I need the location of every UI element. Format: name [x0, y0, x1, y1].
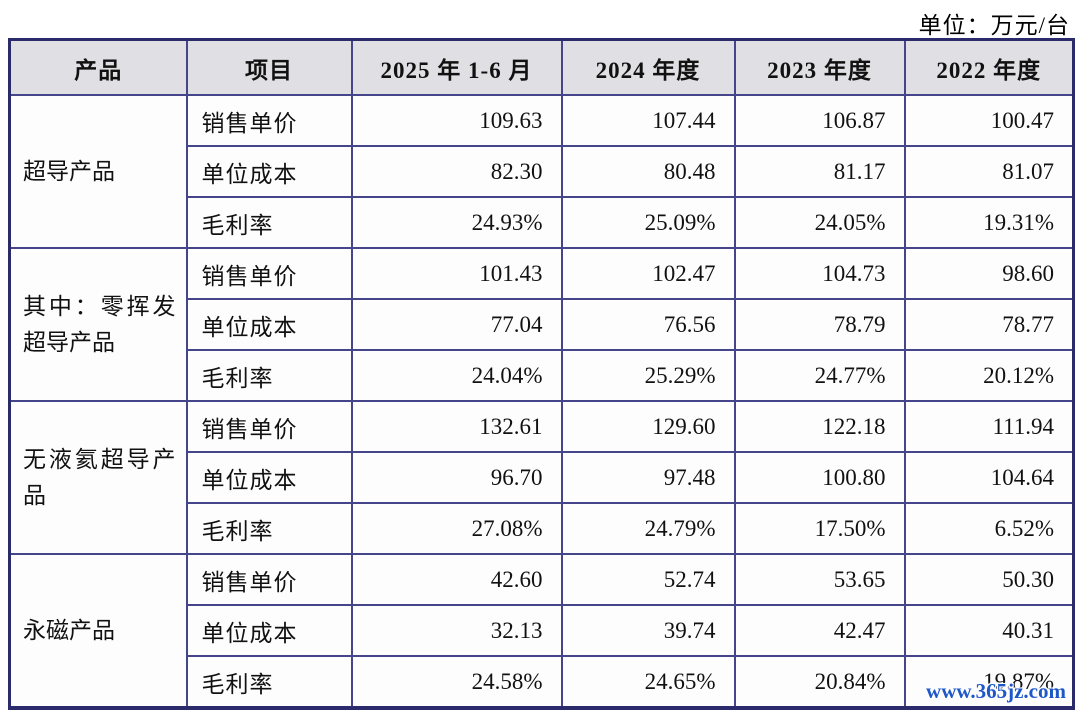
value-cell: 20.12%: [903, 349, 1075, 402]
value-cell: 104.73: [733, 247, 906, 300]
value-cell: 101.43: [350, 247, 563, 300]
item-cell: 单位成本: [185, 451, 353, 504]
watermark-text: www.365jz.com: [926, 679, 1066, 703]
product-cell: 其中：零挥发超导产品: [8, 247, 188, 402]
value-cell: 42.47: [733, 604, 906, 657]
value-cell: 39.74: [560, 604, 736, 657]
value-cell: 122.18: [733, 400, 906, 453]
value-cell: 27.08%: [350, 502, 563, 555]
table-row: 毛利率 24.58% 24.65% 20.84% 19.87%: [10, 655, 1075, 710]
value-cell: 50.30: [903, 553, 1075, 606]
column-header-2024: 2024 年度: [560, 38, 736, 96]
product-cell: 无液氦超导产品: [8, 400, 188, 555]
table-row: 无液氦超导产品 销售单价 132.61 129.60 122.18 111.94: [8, 400, 1075, 555]
item-cell: 毛利率: [185, 502, 353, 555]
value-cell: 19.31%: [903, 196, 1075, 249]
item-cell: 毛利率: [185, 655, 353, 710]
value-cell: 81.07: [903, 145, 1075, 198]
table-row: 永磁产品 销售单价 42.60 52.74 53.65 50.30: [8, 553, 1075, 710]
table-row: 单位成本 82.30 80.48 81.17 81.07: [10, 145, 1075, 198]
column-header-2025h1: 2025 年 1-6 月: [350, 38, 563, 96]
value-cell: 98.60: [903, 247, 1075, 300]
value-cell: 104.64: [903, 451, 1075, 504]
value-cell: 129.60: [560, 400, 736, 453]
value-cell: 100.47: [903, 94, 1075, 147]
value-cell: 106.87: [733, 94, 906, 147]
item-cell: 单位成本: [185, 145, 353, 198]
item-cell: 毛利率: [185, 196, 353, 249]
value-cell: 42.60: [350, 553, 563, 606]
value-cell: 40.31: [903, 604, 1075, 657]
column-header-2023: 2023 年度: [733, 38, 906, 96]
value-cell: 82.30: [350, 145, 563, 198]
pricing-table: 产品 项目 2025 年 1-6 月 2024 年度 2023 年度 2022 …: [8, 38, 1075, 710]
column-header-item: 项目: [185, 38, 353, 96]
table-row: 单位成本 32.13 39.74 42.47 40.31: [10, 604, 1075, 657]
table-row: 毛利率 24.93% 25.09% 24.05% 19.31%: [10, 196, 1075, 249]
value-cell: 25.29%: [560, 349, 736, 402]
value-cell: 17.50%: [733, 502, 906, 555]
value-cell: 52.74: [560, 553, 736, 606]
item-cell: 毛利率: [185, 349, 353, 402]
value-cell: 20.84%: [733, 655, 906, 710]
value-cell: 78.79: [733, 298, 906, 351]
value-cell: 97.48: [560, 451, 736, 504]
value-cell: 80.48: [560, 145, 736, 198]
product-cell: 超导产品: [8, 94, 188, 249]
value-cell: 102.47: [560, 247, 736, 300]
value-cell: 132.61: [350, 400, 563, 453]
item-cell: 单位成本: [185, 298, 353, 351]
value-cell: 96.70: [350, 451, 563, 504]
value-cell: 32.13: [350, 604, 563, 657]
table-row: 超导产品 销售单价 109.63 107.44 106.87 100.47: [8, 94, 1075, 249]
unit-label: 单位：万元/台: [918, 13, 1070, 38]
item-cell: 销售单价: [185, 247, 353, 300]
column-header-2022: 2022 年度: [903, 38, 1075, 96]
table-row: 单位成本 96.70 97.48 100.80 104.64: [10, 451, 1075, 504]
value-cell: 24.05%: [733, 196, 906, 249]
product-cell: 永磁产品: [8, 553, 188, 710]
value-cell: 6.52%: [903, 502, 1075, 555]
value-cell: 24.65%: [560, 655, 736, 710]
item-cell: 销售单价: [185, 94, 353, 147]
value-cell: 100.80: [733, 451, 906, 504]
item-cell: 单位成本: [185, 604, 353, 657]
table-row: 毛利率 24.04% 25.29% 24.77% 20.12%: [10, 349, 1075, 402]
value-cell: 24.04%: [350, 349, 563, 402]
value-cell: 107.44: [560, 94, 736, 147]
value-cell: 24.77%: [733, 349, 906, 402]
value-cell: 111.94: [903, 400, 1075, 453]
item-cell: 销售单价: [185, 400, 353, 453]
value-cell: 77.04: [350, 298, 563, 351]
item-cell: 销售单价: [185, 553, 353, 606]
value-cell: 24.79%: [560, 502, 736, 555]
value-cell: 78.77: [903, 298, 1075, 351]
value-cell: 24.93%: [350, 196, 563, 249]
column-header-product: 产品: [8, 38, 188, 96]
table-row: 其中：零挥发超导产品 销售单价 101.43 102.47 104.73 98.…: [8, 247, 1075, 402]
value-cell: 19.87%: [903, 655, 1075, 710]
value-cell: 109.63: [350, 94, 563, 147]
value-cell: 81.17: [733, 145, 906, 198]
table-row: 毛利率 27.08% 24.79% 17.50% 6.52%: [10, 502, 1075, 555]
value-cell: 24.58%: [350, 655, 563, 710]
header-row: 产品 项目 2025 年 1-6 月 2024 年度 2023 年度 2022 …: [8, 38, 1075, 96]
value-cell: 53.65: [733, 553, 906, 606]
value-cell: 76.56: [560, 298, 736, 351]
value-cell: 25.09%: [560, 196, 736, 249]
table-row: 单位成本 77.04 76.56 78.79 78.77: [10, 298, 1075, 351]
